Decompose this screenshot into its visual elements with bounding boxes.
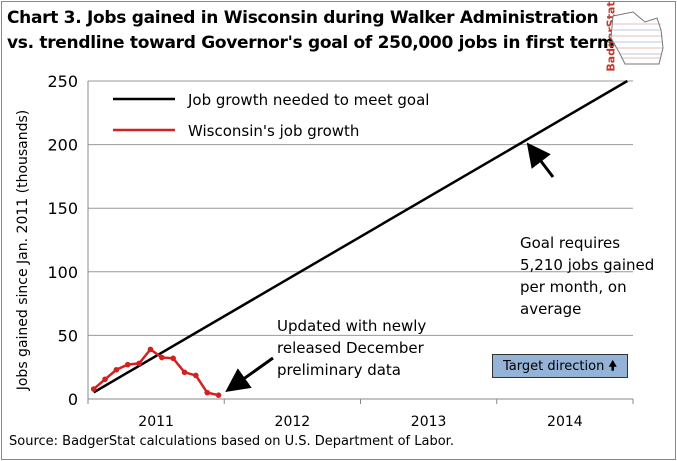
wisconsin-point	[204, 389, 211, 396]
x-tick-label: 2012	[275, 414, 311, 430]
target-direction-label: Target direction	[503, 359, 605, 374]
chart-subtitle: vs. trendline toward Governor's goal of …	[7, 33, 615, 53]
annotation-goal-text: per month, on	[520, 278, 627, 296]
x-tick-label: 2014	[547, 414, 583, 430]
wisconsin-point	[193, 372, 199, 379]
y-tick-label: 50	[58, 326, 78, 345]
y-axis-label: Jobs gained since Jan. 2011 (thousands)	[15, 110, 31, 392]
wisconsin-point	[124, 361, 131, 368]
arrow-up-icon: 🠝	[608, 359, 617, 374]
wisconsin-point	[147, 346, 154, 353]
wisconsin-point	[90, 386, 97, 392]
annotation-goal-text: Goal requires	[520, 234, 620, 252]
x-tick-label: 2011	[138, 414, 174, 430]
annotation-update-text: released December	[277, 339, 425, 357]
x-tick-label: 2013	[411, 414, 447, 430]
wisconsin-point	[159, 354, 165, 361]
annotation-arrow-update	[225, 356, 274, 392]
y-tick-label: 150	[47, 199, 78, 218]
y-tick-label: 250	[47, 72, 78, 91]
annotation-update-text: preliminary data	[277, 361, 401, 379]
annotation-update-text: Updated with newly	[277, 317, 426, 335]
annotation-goal-text: 5,210 jobs gained	[520, 256, 654, 274]
legend-label-wisconsin: Wisconsin's job growth	[188, 122, 359, 140]
y-tick-label: 0	[68, 390, 78, 409]
goal-line	[93, 79, 628, 394]
wisconsin-point	[102, 376, 108, 383]
wisconsin-point	[181, 369, 188, 376]
wisconsin-point	[113, 366, 120, 373]
y-tick-label: 200	[47, 136, 78, 155]
annotation-goal-text: average	[520, 300, 581, 318]
target-direction-box: Target direction 🠝	[492, 354, 628, 378]
y-tick-label: 100	[47, 263, 78, 282]
source-note: Source: BadgerStat calculations based on…	[9, 434, 454, 449]
chart-title: Chart 3. Jobs gained in Wisconsin during…	[7, 8, 599, 28]
wisconsin-point	[136, 360, 142, 367]
wisconsin-map-logo	[610, 11, 664, 65]
legend-label-goal: Job growth needed to meet goal	[187, 91, 429, 109]
annotation-arrow-goal	[526, 142, 555, 178]
wisconsin-point	[170, 355, 176, 362]
wisconsin-point	[215, 392, 222, 398]
